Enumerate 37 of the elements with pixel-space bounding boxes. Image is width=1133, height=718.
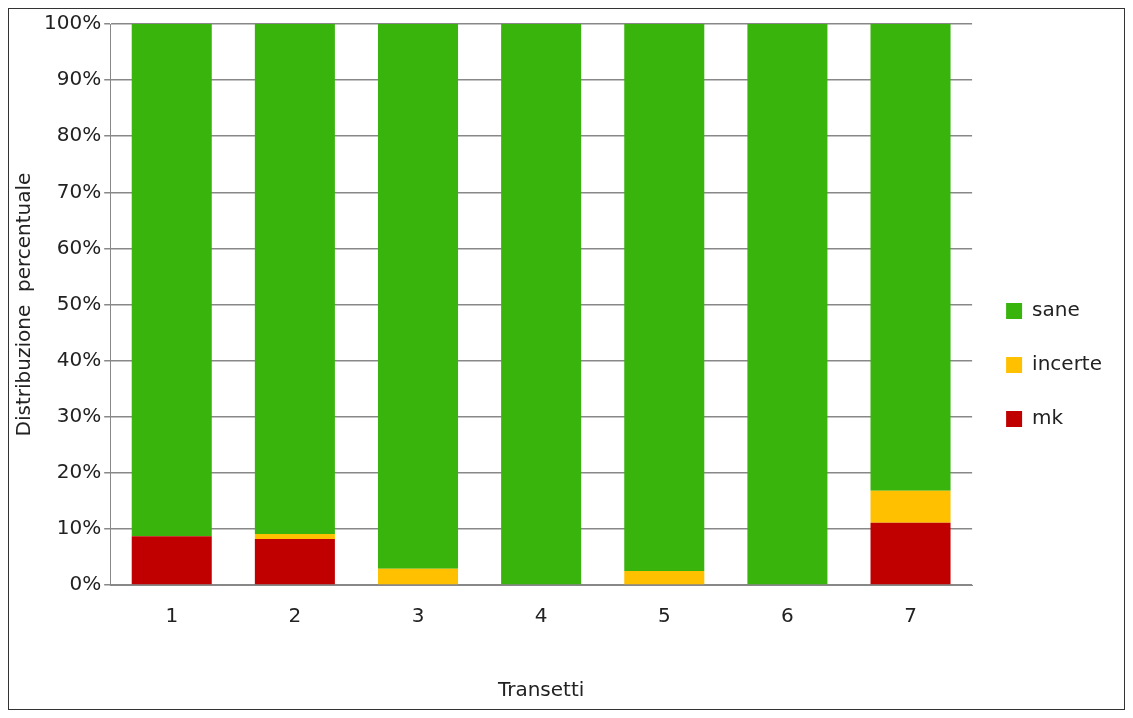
x-tick-label: 6 — [781, 603, 794, 628]
bar — [377, 24, 459, 569]
bar — [254, 539, 335, 585]
bar — [254, 533, 335, 539]
bar — [624, 570, 705, 585]
y-tick-label: 20% — [56, 459, 102, 483]
bar — [870, 490, 951, 523]
legend-label: sane — [1032, 297, 1080, 322]
x-tick-label: 2 — [288, 603, 302, 628]
bar — [254, 24, 335, 534]
bar — [131, 24, 212, 537]
y-tick-label: 100% — [43, 10, 102, 35]
x-tick-label: 7 — [904, 603, 917, 628]
x-tick-label: 4 — [534, 603, 548, 628]
y-tick-label: 80% — [56, 122, 102, 147]
y-tick-label: 50% — [56, 290, 102, 315]
y-tick-label: 30% — [56, 402, 102, 427]
x-axis-title: Transetti — [496, 677, 585, 702]
legend-label: mk — [1032, 405, 1064, 430]
y-tick-label: 0% — [69, 571, 102, 596]
bar — [131, 536, 212, 585]
bar — [870, 522, 951, 585]
bar — [377, 568, 459, 585]
legend-label: incerte — [1032, 351, 1102, 376]
y-tick-label: 70% — [56, 178, 102, 203]
bar — [624, 24, 705, 571]
bar — [747, 24, 828, 585]
x-tick-label: 3 — [411, 603, 425, 628]
y-axis-title: Distribuzione percentuale — [11, 172, 36, 437]
y-tick-label: 10% — [56, 515, 102, 540]
bar — [501, 24, 582, 585]
y-tick-label: 60% — [56, 234, 102, 259]
y-tick-label: 90% — [56, 66, 102, 91]
x-tick-label: 5 — [657, 603, 671, 628]
bar — [870, 24, 951, 491]
y-tick-label: 40% — [56, 346, 102, 371]
x-tick-label: 1 — [165, 603, 179, 628]
